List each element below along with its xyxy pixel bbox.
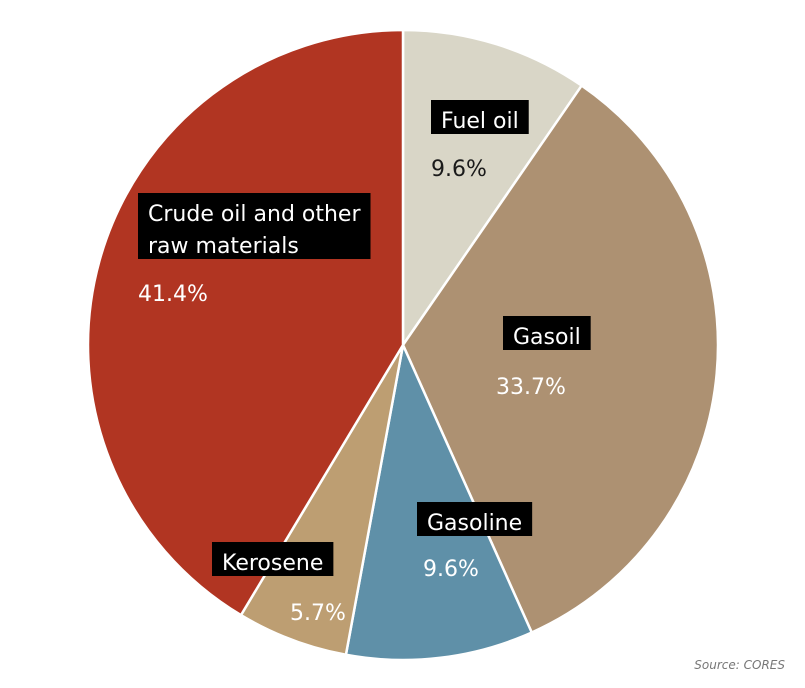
slice-value-gasoline: 9.6% <box>423 557 479 582</box>
slice-label-text: Kerosene <box>222 551 323 576</box>
slice-label-text: Fuel oil <box>441 109 519 134</box>
slice-label-box <box>431 100 529 134</box>
slice-value-kerosene: 5.7% <box>290 601 346 626</box>
slice-label-box <box>417 502 533 536</box>
source-note: Source: CORES <box>694 658 785 672</box>
slice-label-box <box>138 193 371 225</box>
slice-value-fuel-oil: 9.6% <box>431 157 487 182</box>
slice-value-crude-oil-and-other-raw-materials: 41.4% <box>138 282 208 307</box>
slice-label-crude-oil-and-other-raw-materials: Crude oil and other raw materials <box>138 193 371 259</box>
slice-label-text: Gasoline <box>427 511 522 536</box>
pie-slice-gasoil <box>401 83 720 635</box>
slice-label-text: Crude oil and other <box>148 202 361 227</box>
slice-value-gasoil: 33.7% <box>496 375 566 400</box>
slice-label-box <box>503 316 591 350</box>
slice-label-box <box>212 542 334 576</box>
slice-label-kerosene: Kerosene <box>212 542 334 576</box>
slice-label-gasoline: Gasoline <box>417 502 533 536</box>
slice-label-gasoil: Gasoil <box>503 316 591 350</box>
slice-label-text: raw materials <box>148 234 299 259</box>
slice-label-box <box>138 225 371 259</box>
slice-label-text: Gasoil <box>513 325 581 350</box>
pie-slice-crude-oil-and-other-raw-materials <box>86 28 405 617</box>
slice-label-fuel-oil: Fuel oil <box>431 100 529 134</box>
